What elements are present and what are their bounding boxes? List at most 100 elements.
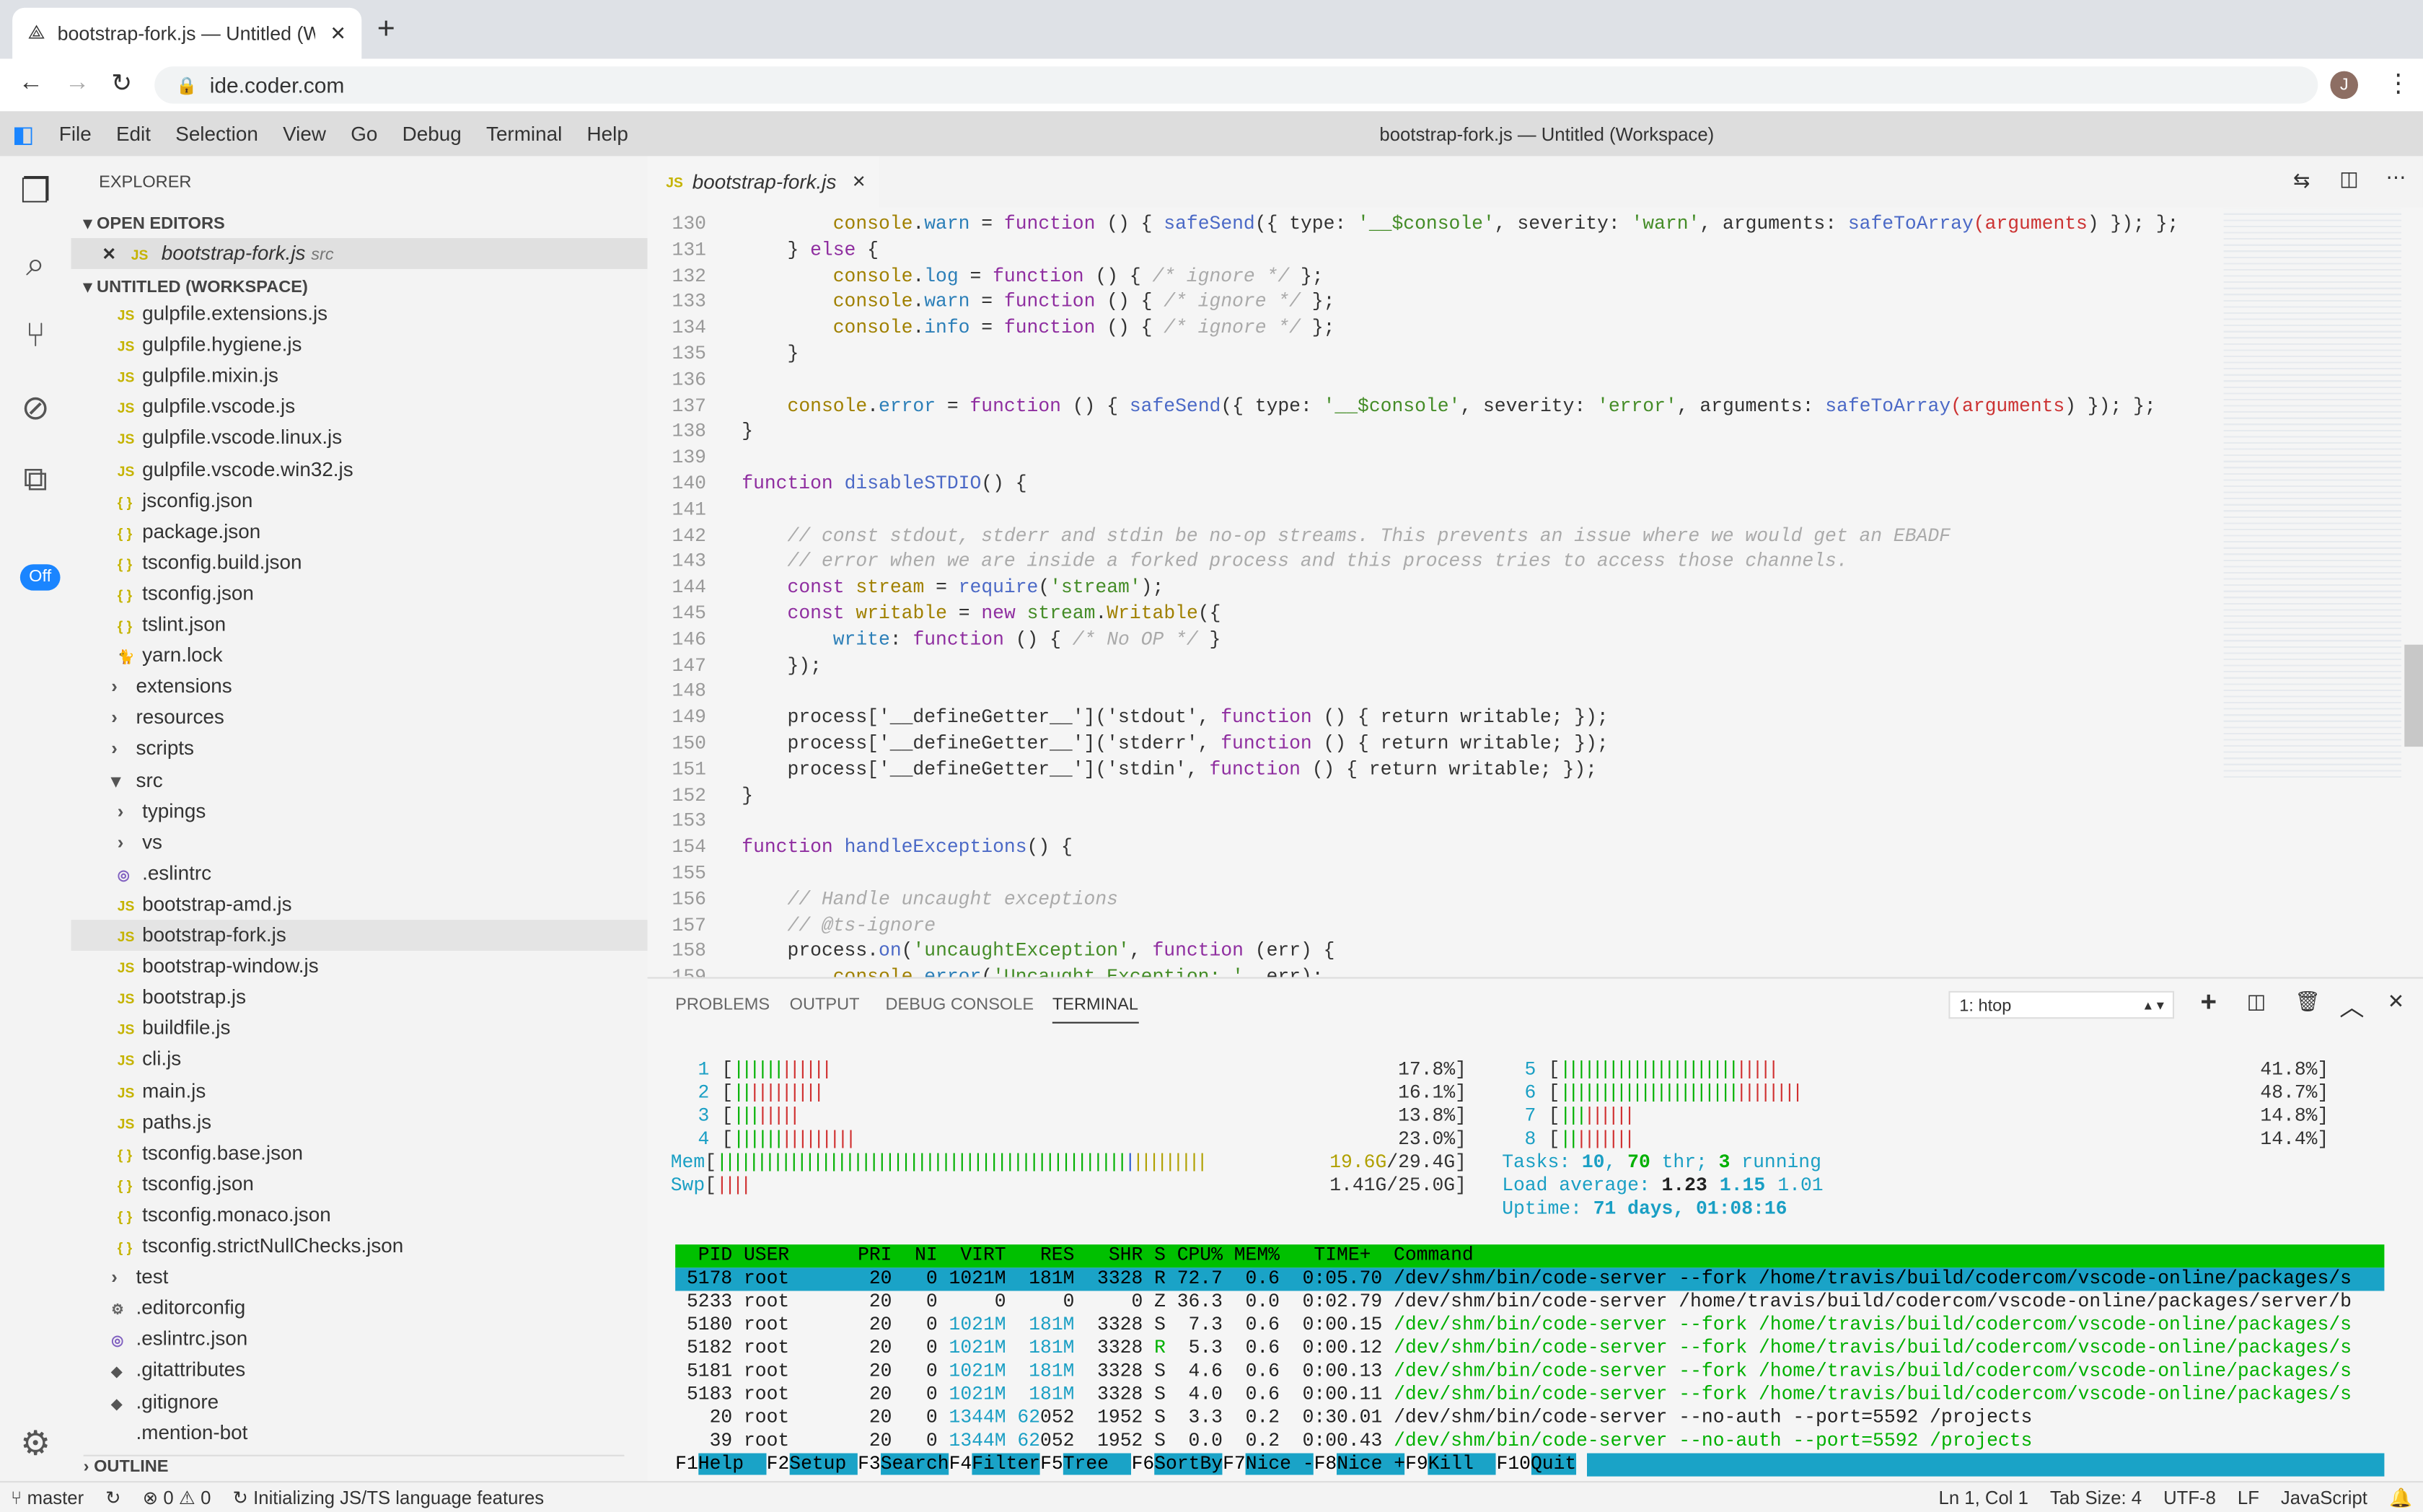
file-item[interactable]: JS paths.js <box>71 1107 648 1138</box>
menu-file[interactable]: File <box>58 122 92 146</box>
file-item[interactable]: › resources <box>71 703 648 734</box>
file-item[interactable]: JS buildfile.js <box>71 1013 648 1044</box>
file-item[interactable]: JS gulpfile.vscode.win32.js <box>71 454 648 485</box>
panel-tab-problems[interactable]: PROBLEMS <box>675 995 770 1014</box>
menu-help[interactable]: Help <box>586 122 628 146</box>
close-panel-icon[interactable]: ✕ <box>2387 989 2405 1013</box>
process-row[interactable]: 39 root 20 0 1344M 62052 1952 S 0.0 0.2 … <box>675 1430 2384 1453</box>
file-item[interactable]: { } tsconfig.json <box>71 578 648 609</box>
trash-icon[interactable]: 🗑 <box>2295 989 2321 1013</box>
end-of-line[interactable]: LF <box>2237 1487 2259 1509</box>
url-bar[interactable]: 🔒 ide.coder.com <box>154 66 2318 104</box>
file-item[interactable]: { } tslint.json <box>71 609 648 640</box>
file-item[interactable]: JS bootstrap-amd.js <box>71 889 648 920</box>
fkey-action-sortby[interactable]: SortBy <box>1154 1453 1223 1475</box>
file-item[interactable]: { } package.json <box>71 516 648 547</box>
file-item[interactable]: JS bootstrap.js <box>71 982 648 1013</box>
panel-tab-output[interactable]: OUTPUT <box>789 995 860 1014</box>
editor-tab[interactable]: JS bootstrap-fork.js ✕ <box>647 156 879 208</box>
split-editor-icon[interactable]: ◫ <box>2339 167 2359 190</box>
new-tab-button[interactable]: + <box>377 12 395 47</box>
maximize-panel-icon[interactable]: ︿ <box>2339 995 2365 1022</box>
back-icon[interactable]: ← <box>18 69 43 96</box>
fkey-action-nice-[interactable]: Nice - <box>1245 1453 1314 1475</box>
file-item[interactable]: { } tsconfig.strictNullChecks.json <box>71 1231 648 1262</box>
fkey-action-help[interactable]: Help <box>698 1453 767 1475</box>
reload-icon[interactable]: ↻ <box>111 71 132 98</box>
menu-selection[interactable]: Selection <box>175 122 258 146</box>
file-item[interactable]: .mention-bot <box>71 1417 648 1448</box>
open-editors-header[interactable]: ▾ OPEN EDITORS <box>83 214 225 234</box>
fkey-action-filter[interactable]: Filter <box>972 1453 1041 1475</box>
process-row[interactable]: 5178 root 20 0 1021M 181M 3328 R 72.7 0.… <box>675 1267 2385 1291</box>
fkey-action-quit[interactable]: Quit <box>1530 1453 1577 1475</box>
fkey-action-setup[interactable]: Setup <box>789 1453 858 1475</box>
file-item[interactable]: › extensions <box>71 672 648 703</box>
browser-menu-icon[interactable]: ⋮ <box>2385 71 2411 98</box>
file-item[interactable]: ▾ src <box>71 765 648 796</box>
file-item[interactable]: › test <box>71 1262 648 1293</box>
editor-scrollbar[interactable] <box>2404 644 2423 747</box>
file-item[interactable]: JS gulpfile.hygiene.js <box>71 330 648 361</box>
fkey-action-search[interactable]: Search <box>880 1453 949 1475</box>
file-item[interactable]: JS gulpfile.mixin.js <box>71 361 648 392</box>
tab-size[interactable]: Tab Size: 4 <box>2049 1487 2142 1509</box>
terminal[interactable]: 1[|||||| |||||| 17.8%] 2[|| ||||||||| 16.1%] 3… <box>671 1056 2391 1482</box>
menu-view[interactable]: View <box>283 122 326 146</box>
process-row[interactable]: 5181 root 20 0 1021M 181M 3328 S 4.6 0.6… <box>675 1361 2384 1384</box>
file-item[interactable]: JS bootstrap-fork.js <box>71 920 648 951</box>
open-changes-icon[interactable]: ⇆ <box>2293 168 2310 192</box>
branch-item[interactable]: ⑂ master <box>10 1487 84 1509</box>
outline-header[interactable]: › OUTLINE <box>83 1454 625 1477</box>
file-item[interactable]: { } tsconfig.build.json <box>71 547 648 578</box>
file-item[interactable]: { } tsconfig.json <box>71 1169 648 1200</box>
code-view[interactable]: 130 console.warn = function () { safeSen… <box>648 208 2216 977</box>
process-row[interactable]: 5233 root 20 0 0 0 0 Z 36.3 0.0 0:02.79 … <box>675 1291 2384 1314</box>
fkey-action-nice-[interactable]: Nice + <box>1337 1453 1406 1475</box>
file-item[interactable]: ⚙ .editorconfig <box>71 1293 648 1324</box>
file-item[interactable]: JS gulpfile.extensions.js <box>71 299 648 330</box>
problems-item[interactable]: ⊗ 0 ⚠ 0 <box>132 1487 222 1509</box>
language-mode[interactable]: JavaScript <box>2280 1487 2367 1509</box>
close-tab-icon[interactable]: ✕ <box>330 23 346 45</box>
process-row[interactable]: 5180 root 20 0 1021M 181M 3328 S 7.3 0.6… <box>675 1314 2384 1337</box>
menu-terminal[interactable]: Terminal <box>486 122 563 146</box>
file-item[interactable]: JS main.js <box>71 1076 648 1107</box>
explorer-icon[interactable]: ❐ <box>20 171 51 211</box>
file-item[interactable]: 🐈 yarn.lock <box>71 640 648 671</box>
cursor-position[interactable]: Ln 1, Col 1 <box>1938 1487 2028 1509</box>
file-item[interactable]: ◆ .gitattributes <box>71 1355 648 1386</box>
avatar[interactable]: J <box>2330 71 2358 100</box>
file-item[interactable]: › scripts <box>71 734 648 765</box>
file-item[interactable]: JS cli.js <box>71 1044 648 1075</box>
file-item[interactable]: ◆ .gitignore <box>71 1386 648 1417</box>
process-row[interactable]: 5183 root 20 0 1021M 181M 3328 S 4.0 0.6… <box>675 1384 2384 1407</box>
close-icon[interactable]: ✕ <box>851 173 866 192</box>
terminal-select[interactable]: 1: htop ▲▼ <box>1948 990 2175 1019</box>
encoding[interactable]: UTF-8 <box>2163 1487 2216 1509</box>
search-icon[interactable]: ⌕ <box>26 244 45 284</box>
panel-tab-debug-console[interactable]: DEBUG CONSOLE <box>885 995 1034 1014</box>
file-item[interactable]: › vs <box>71 827 648 858</box>
settings-gear-icon[interactable]: ⚙ <box>20 1423 51 1463</box>
file-item[interactable]: ◎ .eslintrc.json <box>71 1324 648 1355</box>
notifications-bell-icon[interactable]: 🔔 <box>2388 1487 2412 1509</box>
sync-icon[interactable]: ↻ <box>105 1487 121 1509</box>
more-actions-icon[interactable]: ⋯ <box>2385 165 2406 189</box>
file-item[interactable]: ◎ .eslintrc <box>71 858 648 889</box>
menu-edit[interactable]: Edit <box>115 122 151 146</box>
menu-debug[interactable]: Debug <box>402 122 462 146</box>
panel-tab-terminal[interactable]: TERMINAL <box>1052 995 1138 1024</box>
new-terminal-icon[interactable]: + <box>2200 986 2217 1018</box>
menu-go[interactable]: Go <box>351 122 378 146</box>
extensions-icon[interactable]: ⧉ <box>23 459 48 498</box>
browser-tab[interactable]: ⟁ bootstrap-fork.js — Untitled (W ✕ <box>12 7 362 59</box>
minimap[interactable] <box>2223 208 2401 781</box>
workspace-header[interactable]: ▾ UNTITLED (WORKSPACE) <box>83 278 308 297</box>
source-control-icon[interactable]: ⑂ <box>25 315 46 354</box>
file-item[interactable]: { } jsconfig.json <box>71 485 648 516</box>
process-table-header[interactable]: PID USER PRI NI VIRT RES SHR S CPU% MEM%… <box>675 1244 2385 1268</box>
fkey-action-tree[interactable]: Tree <box>1063 1453 1132 1475</box>
file-item[interactable]: { } tsconfig.base.json <box>71 1138 648 1169</box>
process-row[interactable]: 20 root 20 0 1344M 62052 1952 S 3.3 0.2 … <box>675 1407 2384 1430</box>
